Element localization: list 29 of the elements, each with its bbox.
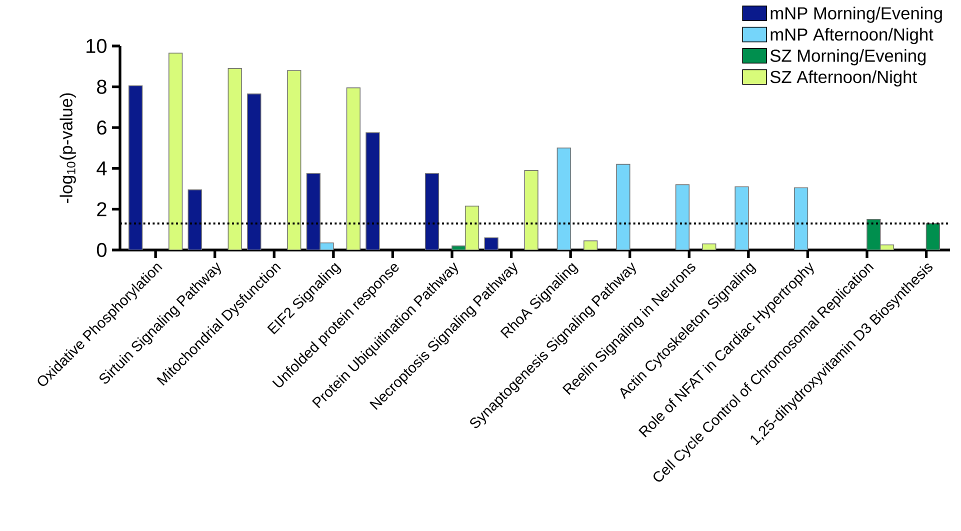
bar [794,187,808,250]
bar [128,85,143,250]
bar [616,164,630,250]
y-tick-label: 2 [97,202,106,216]
bar [734,186,749,250]
bar [675,184,690,250]
bar [524,170,538,250]
y-tick-label: 6 [97,120,106,135]
y-tick-label: 4 [96,162,107,176]
bar [346,87,360,250]
bar [366,132,380,250]
bar [306,173,320,250]
y-tick-label: 10 [86,38,107,54]
legend-label: mNP Morning/Evening [770,6,942,23]
legend-label: SZ Afternoon/Night [770,70,917,87]
y-tick-label: 8 [97,80,106,94]
bar [228,68,242,250]
y-axis-title: -log$_{10}$(p-value) [60,93,76,203]
bar [424,173,440,250]
bar [926,223,940,250]
y-tick-label: 0 [96,242,107,258]
bar [287,70,302,250]
bar [464,206,480,250]
bar [556,148,571,250]
legend-label: SZ Morning/Evening [770,49,926,66]
bar [247,94,262,250]
bar [168,52,183,250]
legend-label: mNP Afternoon/Night [770,28,934,44]
bar [188,189,202,250]
